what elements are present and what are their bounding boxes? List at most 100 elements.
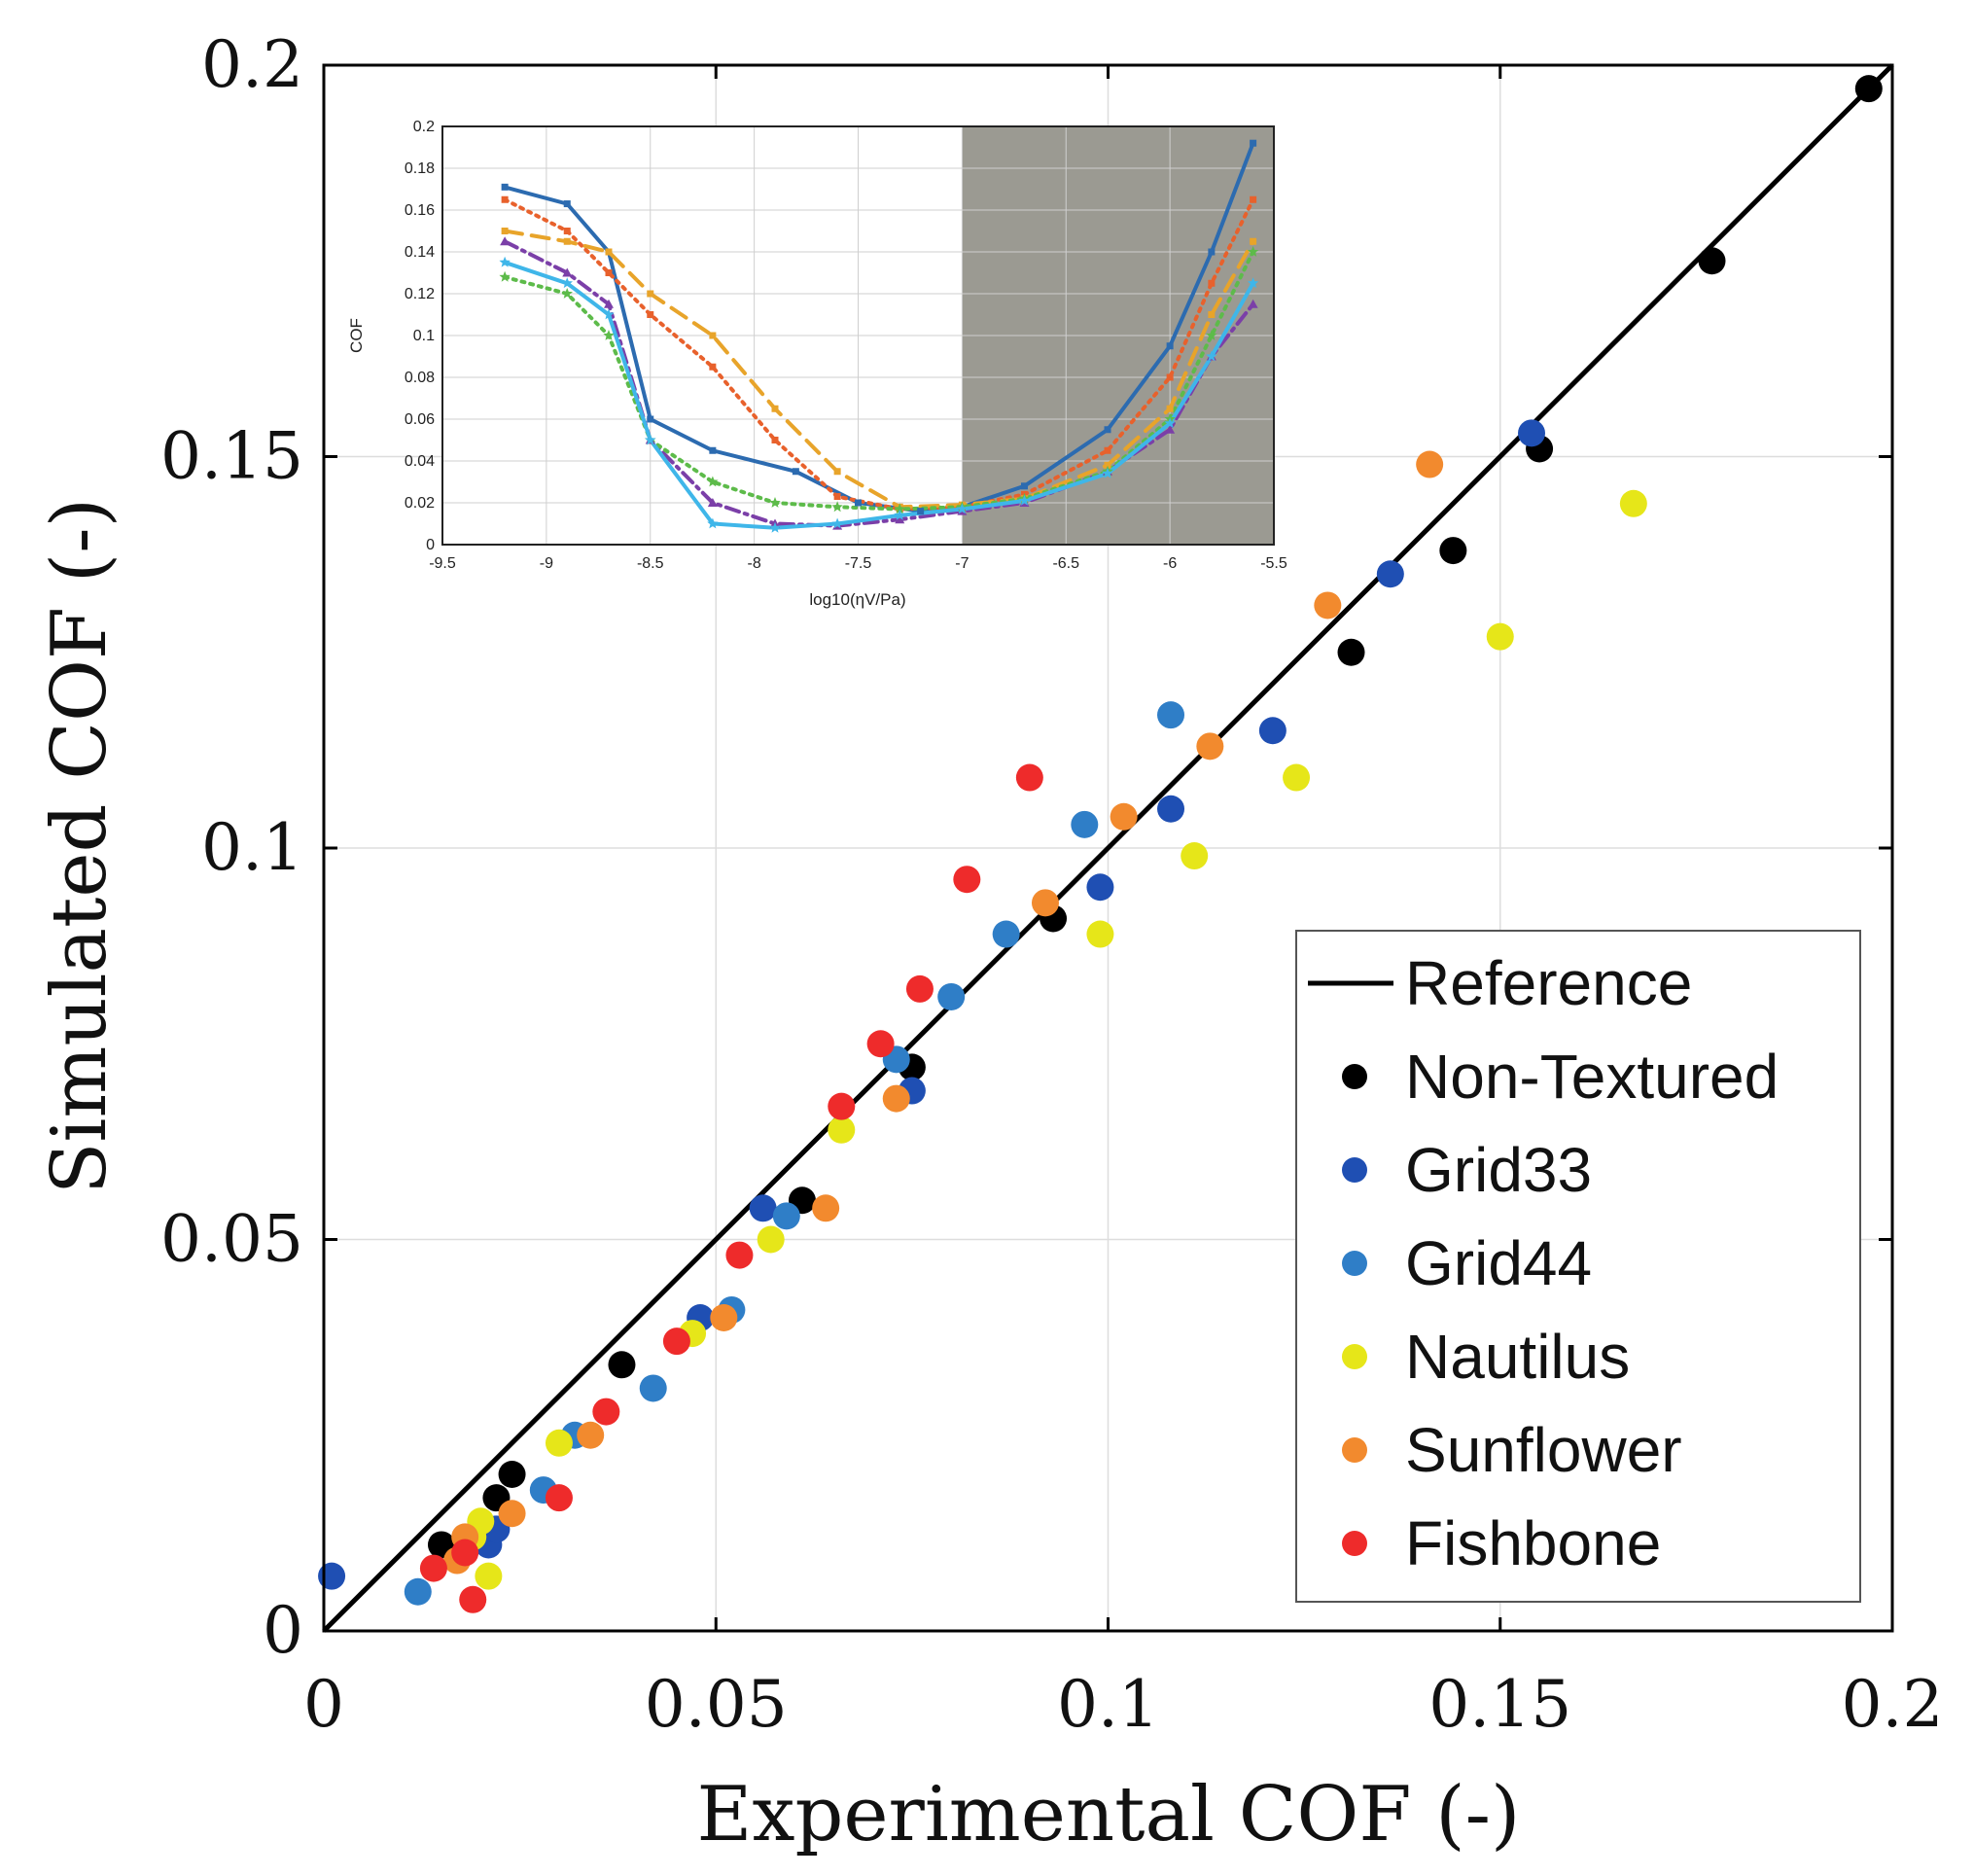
inset-marker-sunflower xyxy=(1208,279,1216,287)
inset-x-tick-label: -8.5 xyxy=(637,555,664,572)
inset-marker-non-textured xyxy=(1102,467,1113,478)
point-fishbone xyxy=(1015,763,1043,792)
inset-marker-grid44 xyxy=(1165,424,1176,434)
inset-marker-sunflower xyxy=(647,311,654,318)
point-nautilus xyxy=(1086,920,1114,948)
inset-marker-sunflower xyxy=(1166,373,1174,381)
inset-marker-non-textured xyxy=(769,521,781,533)
legend-label-nautilus: Nautilus xyxy=(1405,1322,1630,1392)
inset-line-non-textured xyxy=(503,260,1255,530)
inset-y-tick-label: 0.08 xyxy=(405,370,435,386)
inset-marker-nautilus xyxy=(647,290,654,298)
inset-marker-non-textured xyxy=(603,308,615,320)
inset-marker-fishbone xyxy=(831,501,843,513)
inset-marker-grid33 xyxy=(709,446,717,454)
inset-line-nautilus xyxy=(503,229,1255,510)
inset-line-grid44 xyxy=(503,239,1255,528)
inset-frame xyxy=(441,125,1275,546)
point-fishbone xyxy=(545,1484,573,1512)
legend-swatch-non-textured xyxy=(1342,1064,1367,1089)
main-y-tick-label: 0.15 xyxy=(160,419,303,494)
inset-marker-nautilus xyxy=(605,248,613,256)
point-sunflower xyxy=(1416,450,1444,478)
point-fishbone xyxy=(905,974,934,1003)
inset-x-tick-label: -8 xyxy=(748,555,761,572)
point-grid33 xyxy=(749,1194,777,1222)
legend-reference-label: Reference xyxy=(1405,948,1692,1018)
point-nautilus xyxy=(828,1115,856,1144)
inset-y-axis-label: COF xyxy=(347,318,366,353)
inset-y-tick-label: 0.14 xyxy=(405,244,435,261)
legend-label-sunflower: Sunflower xyxy=(1405,1415,1682,1485)
main-x-tick-label: 0.05 xyxy=(645,1667,788,1742)
main-y-tick-label: 0 xyxy=(263,1593,303,1668)
y-axis-label: Simulated COF (-) xyxy=(36,498,123,1194)
inset-marker-fishbone xyxy=(1247,246,1259,257)
inset-marker-sunflower xyxy=(709,363,717,371)
point-grid33 xyxy=(1157,795,1185,823)
inset-x-tick-label: -5.5 xyxy=(1260,555,1287,572)
legend-label-non-textured: Non-Textured xyxy=(1405,1042,1779,1112)
point-grid44 xyxy=(772,1202,800,1230)
main-tick-marks xyxy=(322,63,1894,1633)
inset-x-tick-label: -7 xyxy=(955,555,969,572)
point-nautilus xyxy=(475,1562,503,1590)
inset-marker-nautilus xyxy=(1104,461,1111,469)
inset-marker-fishbone xyxy=(894,503,905,514)
point-grid44 xyxy=(992,920,1020,948)
legend-swatch-sunflower xyxy=(1342,1437,1367,1463)
inset-y-tick-label: 0.06 xyxy=(405,411,435,428)
main-x-tick-label: 0.2 xyxy=(1842,1667,1944,1742)
point-grid44 xyxy=(937,982,966,1010)
legend-label-grid44: Grid44 xyxy=(1405,1228,1592,1298)
inset-marker-fishbone xyxy=(603,330,615,340)
inset-marker-non-textured xyxy=(1247,277,1259,289)
point-sunflower xyxy=(1196,732,1224,761)
point-nautilus xyxy=(1283,763,1311,792)
inset-marker-grid33 xyxy=(917,508,925,515)
point-fishbone xyxy=(419,1554,447,1582)
point-sunflower xyxy=(1314,591,1342,619)
point-nautilus xyxy=(1486,622,1514,651)
point-nautilus xyxy=(545,1429,573,1457)
point-nautilus xyxy=(1181,842,1209,870)
inset-x-tick-label: -7.5 xyxy=(845,555,872,572)
inset-marker-non-textured xyxy=(1164,417,1176,429)
point-grid44 xyxy=(639,1374,667,1402)
legend-box xyxy=(1295,930,1861,1603)
legend-swatch-fishbone xyxy=(1342,1531,1367,1556)
inset-marker-non-textured xyxy=(1018,494,1031,506)
inset-series-markers xyxy=(499,139,1259,533)
scatter-points xyxy=(318,75,1883,1613)
point-non-textured xyxy=(1439,537,1467,565)
main-x-tick-label: 0.15 xyxy=(1428,1667,1571,1742)
inset-marker-grid33 xyxy=(1208,248,1216,256)
inset-x-tick-label: -9.5 xyxy=(429,555,456,572)
inset-marker-nautilus xyxy=(1250,237,1257,245)
legend: Reference Non-Textured Grid33 Grid44 Nautilu… xyxy=(1295,930,1861,1603)
point-non-textured xyxy=(1337,638,1365,666)
point-fishbone xyxy=(459,1585,487,1613)
inset-marker-nautilus xyxy=(501,228,509,234)
inset-y-tick-label: 0.02 xyxy=(405,495,435,512)
inset-marker-sunflower xyxy=(605,269,613,276)
main-x-tick-label: 0.1 xyxy=(1057,1667,1159,1742)
point-fishbone xyxy=(866,1030,895,1058)
point-nautilus xyxy=(1619,489,1647,517)
inset-marker-non-textured xyxy=(645,434,656,445)
point-fishbone xyxy=(592,1398,620,1426)
inset-chart: -9.5 -9 -8.5 -8 -7.5 -7 -6.5 -6 -5.5 0 0.02 0.04 0.… xyxy=(347,119,1287,609)
main-y-tick-label: 0.05 xyxy=(160,1202,303,1277)
inset-marker-fishbone xyxy=(561,288,573,299)
point-fishbone xyxy=(662,1327,690,1356)
point-non-textured xyxy=(608,1351,636,1379)
inset-marker-grid44 xyxy=(500,236,511,246)
point-grid44 xyxy=(404,1577,432,1606)
inset-marker-grid44 xyxy=(604,299,614,308)
inset-y-tick-label: 0.12 xyxy=(405,286,435,302)
inset-marker-fishbone xyxy=(707,476,719,487)
inset-marker-non-textured xyxy=(956,503,969,514)
x-axis-label: Experimental COF (-) xyxy=(697,1771,1521,1858)
inset-marker-grid33 xyxy=(563,200,571,208)
